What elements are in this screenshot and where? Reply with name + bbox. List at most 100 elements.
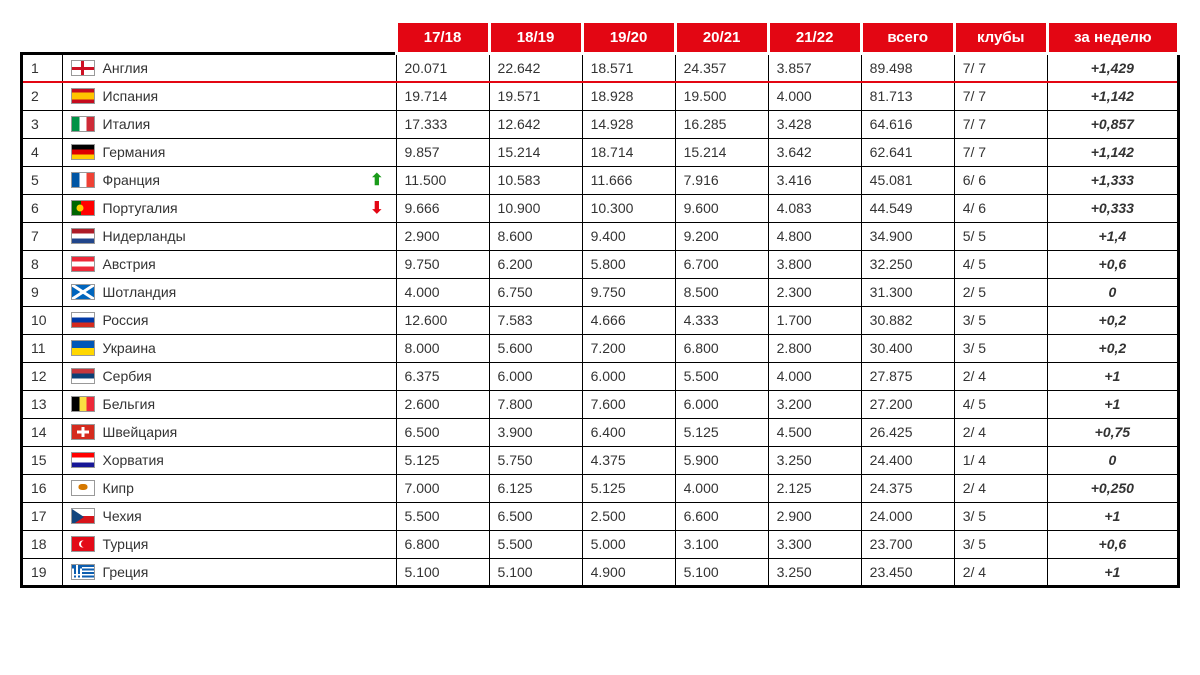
header-1718: 17/18 [396, 22, 489, 54]
value-cell: 34.900 [861, 222, 954, 250]
country-cell: Россия [62, 306, 396, 334]
cyprus-flag-icon [71, 480, 95, 496]
value-cell: 11.666 [582, 166, 675, 194]
header-1819: 18/19 [489, 22, 582, 54]
value-cell: 3/ 5 [954, 530, 1047, 558]
week-change-cell: +1,142 [1047, 138, 1178, 166]
value-cell: 4.000 [768, 82, 861, 110]
value-cell: 62.641 [861, 138, 954, 166]
rank-cell: 9 [22, 278, 63, 306]
rank-cell: 4 [22, 138, 63, 166]
rank-cell: 13 [22, 390, 63, 418]
value-cell: 6.800 [675, 334, 768, 362]
value-cell: 6.750 [489, 278, 582, 306]
value-cell: 14.928 [582, 110, 675, 138]
value-cell: 20.071 [396, 54, 489, 83]
table-row: 4Германия9.85715.21418.71415.2143.64262.… [22, 138, 1179, 166]
value-cell: 4.900 [582, 558, 675, 586]
serbia-flag-icon [71, 368, 95, 384]
value-cell: 4.666 [582, 306, 675, 334]
header-clubs: клубы [954, 22, 1047, 54]
country-name: Испания [103, 88, 388, 104]
header-week: за неделю [1047, 22, 1178, 54]
value-cell: 5.125 [582, 474, 675, 502]
value-cell: 31.300 [861, 278, 954, 306]
table-row: 17Чехия5.5006.5002.5006.6002.90024.0003/… [22, 502, 1179, 530]
rank-cell: 1 [22, 54, 63, 83]
value-cell: 3/ 5 [954, 334, 1047, 362]
greece-flag-icon [71, 564, 95, 580]
value-cell: 18.714 [582, 138, 675, 166]
country-name: Италия [103, 116, 388, 132]
value-cell: 5.750 [489, 446, 582, 474]
value-cell: 8.000 [396, 334, 489, 362]
italy-flag-icon [71, 116, 95, 132]
country-cell: Швейцария [62, 418, 396, 446]
value-cell: 4.083 [768, 194, 861, 222]
value-cell: 10.900 [489, 194, 582, 222]
value-cell: 6.500 [396, 418, 489, 446]
value-cell: 2.600 [396, 390, 489, 418]
week-change-cell: 0 [1047, 446, 1178, 474]
value-cell: 1.700 [768, 306, 861, 334]
week-change-cell: 0 [1047, 278, 1178, 306]
week-change-cell: +0,6 [1047, 250, 1178, 278]
table-row: 14Швейцария6.5003.9006.4005.1254.50026.4… [22, 418, 1179, 446]
week-change-cell: +0,250 [1047, 474, 1178, 502]
country-name: Шотландия [103, 284, 388, 300]
table-row: 15Хорватия5.1255.7504.3755.9003.25024.40… [22, 446, 1179, 474]
value-cell: 23.700 [861, 530, 954, 558]
value-cell: 24.375 [861, 474, 954, 502]
country-cell: Греция [62, 558, 396, 586]
country-name: Англия [103, 60, 388, 76]
value-cell: 24.357 [675, 54, 768, 83]
switzerland-flag-icon [71, 424, 95, 440]
value-cell: 5.100 [396, 558, 489, 586]
value-cell: 1/ 4 [954, 446, 1047, 474]
country-cell: Чехия [62, 502, 396, 530]
value-cell: 4.000 [768, 362, 861, 390]
value-cell: 45.081 [861, 166, 954, 194]
value-cell: 5.900 [675, 446, 768, 474]
country-cell: Сербия [62, 362, 396, 390]
value-cell: 3/ 5 [954, 502, 1047, 530]
value-cell: 15.214 [675, 138, 768, 166]
table-row: 8Австрия9.7506.2005.8006.7003.80032.2504… [22, 250, 1179, 278]
value-cell: 3.250 [768, 446, 861, 474]
country-cell: Португалия⬇ [62, 194, 396, 222]
week-change-cell: +0,333 [1047, 194, 1178, 222]
country-cell: Франция⬆ [62, 166, 396, 194]
value-cell: 30.882 [861, 306, 954, 334]
value-cell: 6/ 6 [954, 166, 1047, 194]
country-cell: Нидерланды [62, 222, 396, 250]
value-cell: 5.500 [675, 362, 768, 390]
week-change-cell: +1,333 [1047, 166, 1178, 194]
rank-cell: 14 [22, 418, 63, 446]
table-row: 5Франция⬆11.50010.58311.6667.9163.41645.… [22, 166, 1179, 194]
table-row: 13Бельгия2.6007.8007.6006.0003.20027.200… [22, 390, 1179, 418]
arrow-up-icon: ⬆ [370, 170, 383, 190]
value-cell: 9.200 [675, 222, 768, 250]
value-cell: 89.498 [861, 54, 954, 83]
header-blank [22, 22, 397, 54]
country-cell: Шотландия [62, 278, 396, 306]
value-cell: 8.500 [675, 278, 768, 306]
country-name: Россия [103, 312, 388, 328]
value-cell: 7/ 7 [954, 138, 1047, 166]
value-cell: 9.600 [675, 194, 768, 222]
country-cell: Кипр [62, 474, 396, 502]
country-name: Швейцария [103, 424, 388, 440]
rank-cell: 3 [22, 110, 63, 138]
scotland-flag-icon [71, 284, 95, 300]
value-cell: 5.000 [582, 530, 675, 558]
rank-cell: 18 [22, 530, 63, 558]
value-cell: 9.750 [396, 250, 489, 278]
value-cell: 5.800 [582, 250, 675, 278]
week-change-cell: +1 [1047, 502, 1178, 530]
value-cell: 5.500 [396, 502, 489, 530]
value-cell: 3.642 [768, 138, 861, 166]
portugal-flag-icon [71, 200, 95, 216]
value-cell: 5.125 [396, 446, 489, 474]
week-change-cell: +1 [1047, 390, 1178, 418]
value-cell: 6.375 [396, 362, 489, 390]
